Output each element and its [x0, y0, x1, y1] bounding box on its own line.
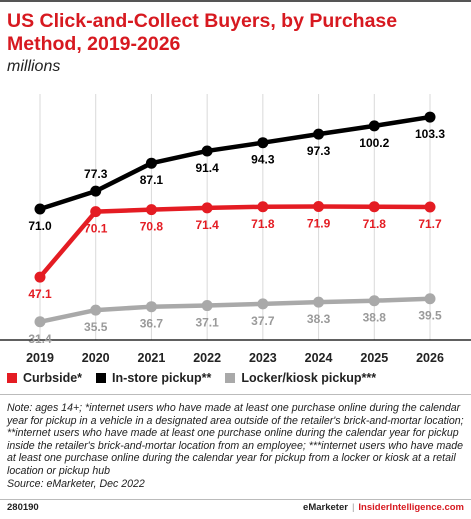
data-label-in-store-2025: 100.2 [359, 136, 389, 150]
brand: eMarketer | InsiderIntelligence.com [303, 502, 464, 513]
data-label-curbside-2022: 71.4 [195, 218, 219, 232]
data-label-curbside-2026: 71.7 [418, 217, 442, 231]
data-label-locker-2026: 39.5 [418, 309, 442, 323]
top-rule [0, 0, 471, 2]
series-line-curbside [38, 204, 431, 279]
x-tick-label-2022: 2022 [193, 351, 221, 365]
data-label-curbside-2021: 70.8 [140, 220, 164, 234]
legend-label-curbside: Curbside* [23, 371, 83, 385]
chart-note: Note: ages 14+; *internet users who have… [7, 402, 465, 490]
point-locker-2024 [313, 296, 325, 308]
data-label-curbside-2025: 71.8 [363, 217, 387, 231]
chart-title: US Click-and-Collect Buyers, by Purchase… [7, 10, 398, 55]
data-label-curbside-2019: 47.1 [28, 287, 52, 301]
data-label-locker-2022: 37.1 [195, 316, 219, 330]
point-in-store-2020 [90, 185, 102, 197]
data-label-locker-2020: 35.5 [84, 320, 108, 334]
legend-label-locker: Locker/kiosk pickup*** [241, 371, 377, 385]
series-line-locker [39, 296, 431, 324]
point-locker-2023 [257, 298, 269, 310]
legend-swatch-curbside [7, 373, 17, 383]
legend-item-curbside: Curbside* [7, 371, 82, 385]
data-label-in-store-2021: 87.1 [140, 173, 164, 187]
legend: Curbside* In-store pickup** Locker/kiosk… [7, 371, 390, 385]
point-curbside-2025 [368, 201, 380, 213]
point-locker-2026 [424, 293, 436, 305]
point-curbside-2020 [90, 206, 102, 218]
data-label-curbside-2024: 71.9 [307, 216, 331, 230]
point-locker-2019 [34, 316, 46, 328]
line-chart: 2019 2020 2021 2022 2023 2024 2025 2026 47.1 70.1… [0, 94, 471, 365]
point-curbside-2019 [34, 271, 46, 283]
x-tick-label-2020: 2020 [82, 351, 110, 365]
point-in-store-2019 [34, 203, 46, 215]
data-label-curbside-2023: 71.8 [251, 217, 275, 231]
source-text: Source: eMarketer, Dec 2022 [7, 477, 145, 490]
x-tick-label-2021: 2021 [138, 351, 166, 365]
brand-separator: | [351, 502, 355, 513]
x-tick-label-2023: 2023 [249, 351, 277, 365]
point-in-store-2022 [201, 145, 213, 157]
point-curbside-2024 [313, 200, 325, 212]
data-label-locker-2025: 38.8 [363, 311, 387, 325]
x-tick-label-2026: 2026 [416, 351, 444, 365]
point-curbside-2023 [257, 201, 269, 213]
point-locker-2025 [368, 295, 380, 307]
x-tick-label-2019: 2019 [26, 351, 54, 365]
data-label-in-store-2026: 103.3 [415, 127, 445, 141]
point-curbside-2021 [145, 204, 157, 216]
series-line-in-store [39, 114, 431, 212]
legend-item-in-store: In-store pickup** [96, 371, 211, 385]
data-label-in-store-2020: 77.3 [84, 167, 108, 181]
data-label-locker-2024: 38.3 [307, 312, 331, 326]
footer-divider [0, 499, 471, 500]
chart-id: 280190 [7, 502, 39, 513]
point-in-store-2023 [257, 137, 269, 149]
data-label-in-store-2019: 71.0 [28, 219, 52, 233]
point-curbside-2022 [201, 202, 213, 214]
note-text: Note: ages 14+; *internet users who have… [7, 402, 464, 477]
legend-label-in-store: In-store pickup** [112, 371, 212, 385]
point-in-store-2021 [145, 157, 157, 169]
data-label-locker-2021: 36.7 [140, 317, 164, 331]
legend-swatch-locker [225, 373, 236, 383]
x-tick-label-2025: 2025 [360, 351, 388, 365]
data-label-locker-2023: 37.7 [251, 314, 275, 328]
data-label-in-store-2023: 94.3 [251, 153, 275, 167]
data-label-in-store-2024: 97.3 [307, 144, 331, 158]
point-in-store-2024 [313, 128, 325, 140]
data-label-curbside-2020: 70.1 [84, 222, 108, 236]
legend-divider [0, 394, 471, 395]
legend-item-locker: Locker/kiosk pickup*** [225, 371, 376, 385]
point-locker-2022 [201, 300, 213, 312]
chart-subtitle: millions [7, 58, 61, 75]
data-label-in-store-2022: 91.4 [195, 161, 219, 175]
point-curbside-2026 [424, 201, 436, 213]
x-tick-label-2024: 2024 [305, 351, 333, 365]
point-in-store-2026 [424, 111, 436, 123]
point-locker-2020 [90, 304, 102, 316]
point-locker-2021 [145, 301, 157, 313]
brand-insider-intelligence: InsiderIntelligence.com [358, 502, 464, 513]
footer: 280190 eMarketer | InsiderIntelligence.com [0, 502, 471, 518]
data-label-locker-2019: 31.4 [28, 332, 52, 346]
brand-emarketer: eMarketer [303, 502, 348, 513]
legend-swatch-in-store [96, 373, 107, 383]
point-in-store-2025 [368, 120, 380, 132]
